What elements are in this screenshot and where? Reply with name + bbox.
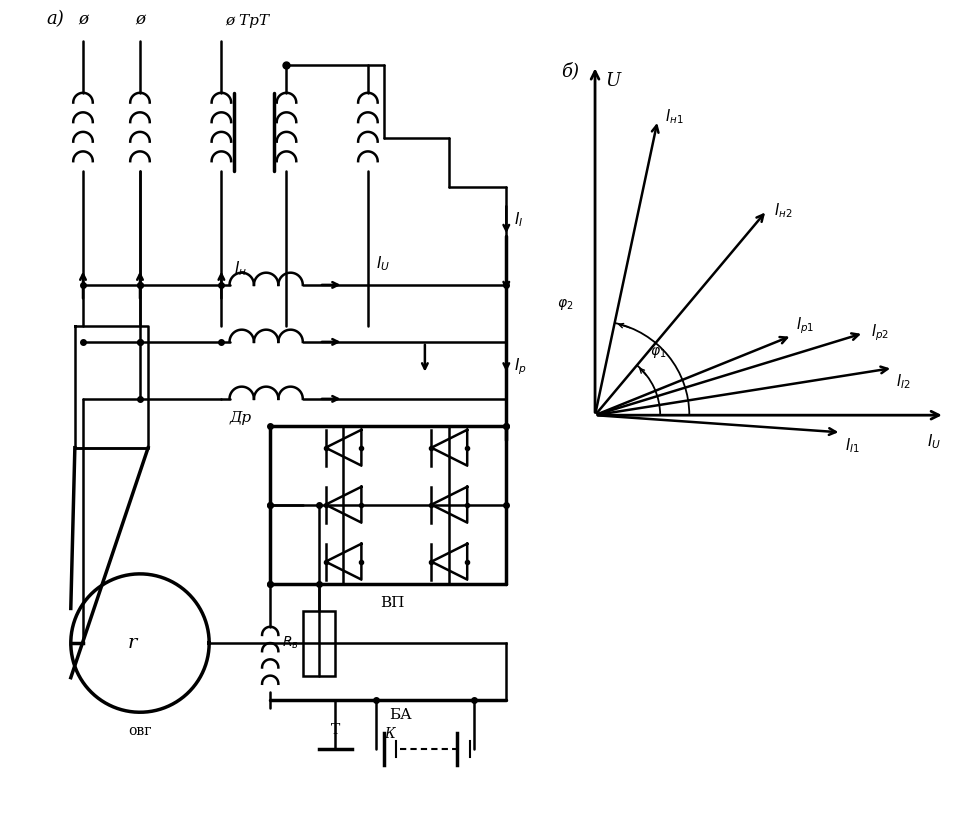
Text: $I_U$: $I_U$ [927, 432, 942, 451]
Text: $I_{I1}$: $I_{I1}$ [844, 437, 860, 456]
Text: $I_р$: $I_р$ [515, 356, 527, 377]
Text: r: r [127, 634, 137, 652]
Text: $I_I$: $I_I$ [515, 211, 523, 229]
Text: Т: Т [330, 723, 340, 737]
Text: $I_U$: $I_U$ [376, 254, 390, 273]
Text: $I_{н2}$: $I_{н2}$ [774, 201, 793, 220]
Text: $\varphi_1$: $\varphi_1$ [650, 345, 667, 361]
Text: ø: ø [135, 11, 145, 28]
Text: ВП: ВП [380, 596, 405, 610]
Text: $I_{р2}$: $I_{р2}$ [871, 322, 889, 344]
Text: $I_{р1}$: $I_{р1}$ [796, 315, 814, 335]
Text: К: К [384, 727, 395, 741]
Text: U: U [605, 72, 621, 90]
Text: ø: ø [78, 11, 88, 28]
Text: $I_{I2}$: $I_{I2}$ [897, 372, 911, 391]
Text: $R_в$: $R_в$ [282, 635, 299, 651]
Text: $\varphi_2$: $\varphi_2$ [558, 297, 574, 313]
Text: б): б) [561, 62, 579, 80]
Text: БА: БА [389, 708, 412, 722]
Text: Др: Др [229, 411, 252, 425]
Text: а): а) [47, 11, 64, 28]
Text: $I_{н1}$: $I_{н1}$ [665, 107, 683, 126]
Text: $I_н$: $I_н$ [234, 260, 246, 278]
Text: овг: овг [128, 724, 152, 738]
Bar [303, 610, 335, 676]
Text: ø ТрТ: ø ТрТ [225, 15, 269, 28]
